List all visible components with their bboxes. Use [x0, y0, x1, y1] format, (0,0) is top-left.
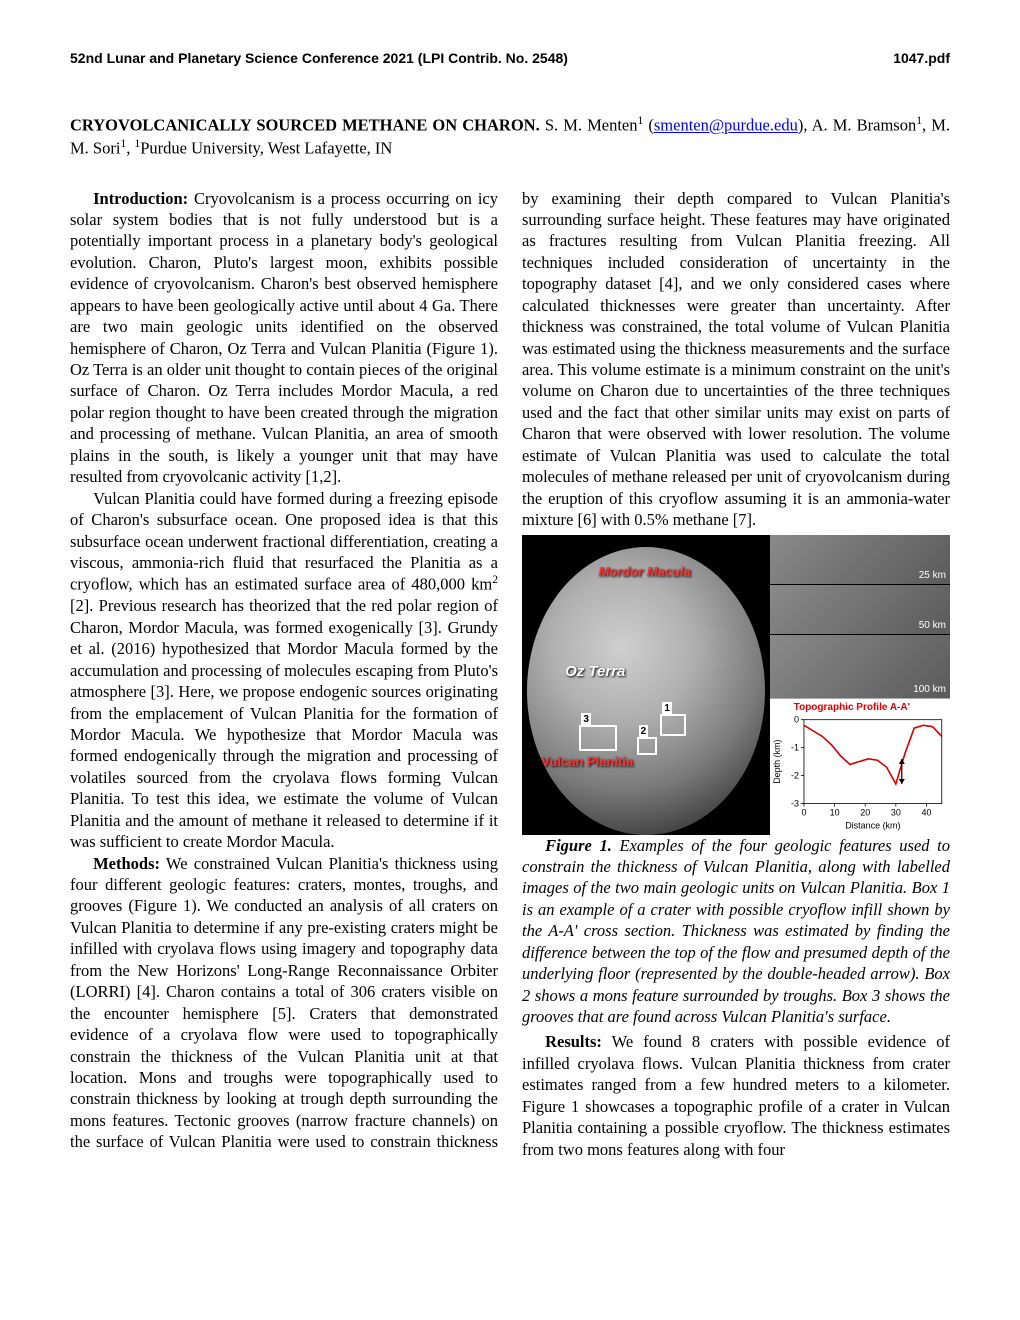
figure-caption-text: Examples of the four geologic features u…	[522, 836, 950, 1027]
figure-number: Figure 1.	[545, 836, 612, 855]
svg-text:10: 10	[830, 808, 840, 818]
svg-text:-2: -2	[791, 771, 799, 781]
intro-text-1: Cryovolcanism is a process occurring on …	[70, 189, 498, 487]
results-heading: Results:	[545, 1032, 602, 1051]
svg-text:20: 20	[860, 808, 870, 818]
title-block: CRYOVOLCANICALLY SOURCED METHANE ON CHAR…	[70, 114, 950, 160]
intro-para-2: Vulcan Planitia could have formed during…	[70, 488, 498, 853]
inset-3-scale: 100 km	[913, 683, 946, 696]
topographic-profile-chart: Topographic Profile A-A' 0-1-2-301020304…	[770, 698, 950, 834]
body-columns: Introduction: Cryovolcanism is a process…	[70, 188, 950, 1161]
km-squared-sup: 2	[492, 574, 498, 586]
svg-text:0: 0	[802, 808, 807, 818]
svg-text:40: 40	[922, 808, 932, 818]
svg-text:-3: -3	[791, 799, 799, 809]
box-marker-1: 1	[660, 714, 686, 736]
header-left: 52nd Lunar and Planetary Science Confere…	[70, 50, 568, 66]
charon-panel: Mordor Macula Oz Terra Vulcan Planitia 1…	[522, 535, 770, 835]
inset-3: 100 km	[770, 635, 950, 699]
label-vulcan-planitia: Vulcan Planitia	[541, 754, 633, 771]
figure-1-image: Mordor Macula Oz Terra Vulcan Planitia 1…	[522, 535, 950, 835]
page-header: 52nd Lunar and Planetary Science Confere…	[70, 50, 950, 66]
figure-1-caption: Figure 1. Examples of the four geologic …	[522, 835, 950, 1028]
intro-text-2b: [2]. Previous research has theorized tha…	[70, 596, 498, 851]
charon-disk: Mordor Macula Oz Terra Vulcan Planitia 1…	[527, 547, 765, 835]
paren-open: (	[643, 116, 654, 135]
box-marker-2: 2	[637, 737, 657, 755]
inset-1: 25 km	[770, 535, 950, 585]
inset-2-scale: 50 km	[919, 619, 946, 632]
inset-2: 50 km	[770, 585, 950, 635]
chart-svg: 0-1-2-3010203040Distance (km)Depth (km)	[770, 699, 950, 834]
svg-text:30: 30	[891, 808, 901, 818]
results-para: Results: We found 8 craters with possibl…	[522, 1031, 950, 1160]
box-marker-3: 3	[579, 725, 617, 751]
svg-text:-1: -1	[791, 743, 799, 753]
inset-panels: 25 km 50 km 100 km Topographic Profile A…	[770, 535, 950, 835]
inset-1-scale: 25 km	[919, 569, 946, 582]
paper-title: CRYOVOLCANICALLY SOURCED METHANE ON CHAR…	[70, 116, 540, 135]
page: 52nd Lunar and Planetary Science Confere…	[0, 0, 1020, 1320]
affil-sup-3: 1	[120, 138, 126, 150]
intro-text-2a: Vulcan Planitia could have formed during…	[70, 489, 498, 594]
label-oz-terra: Oz Terra	[565, 662, 625, 682]
label-mordor-macula: Mordor Macula	[598, 564, 690, 581]
svg-text:0: 0	[794, 715, 799, 725]
intro-heading: Introduction:	[93, 189, 188, 208]
header-right: 1047.pdf	[893, 50, 950, 66]
box-num-2: 2	[639, 725, 649, 738]
affiliation: Purdue University, West Lafayette, IN	[140, 138, 392, 157]
author-email-link[interactable]: smenten@purdue.edu	[654, 116, 798, 135]
svg-text:Depth (km): Depth (km)	[772, 740, 782, 784]
figure-1: Mordor Macula Oz Terra Vulcan Planitia 1…	[522, 535, 950, 1028]
box-num-1: 1	[662, 702, 672, 715]
intro-para-1: Introduction: Cryovolcanism is a process…	[70, 188, 498, 488]
chart-title: Topographic Profile A-A'	[794, 701, 910, 714]
author-1: S. M. Menten	[540, 116, 638, 135]
authors-after-1: ), A. M. Bramson	[798, 116, 916, 135]
methods-heading: Methods:	[93, 854, 160, 873]
svg-text:Distance (km): Distance (km)	[845, 821, 900, 831]
box-num-3: 3	[581, 713, 591, 726]
